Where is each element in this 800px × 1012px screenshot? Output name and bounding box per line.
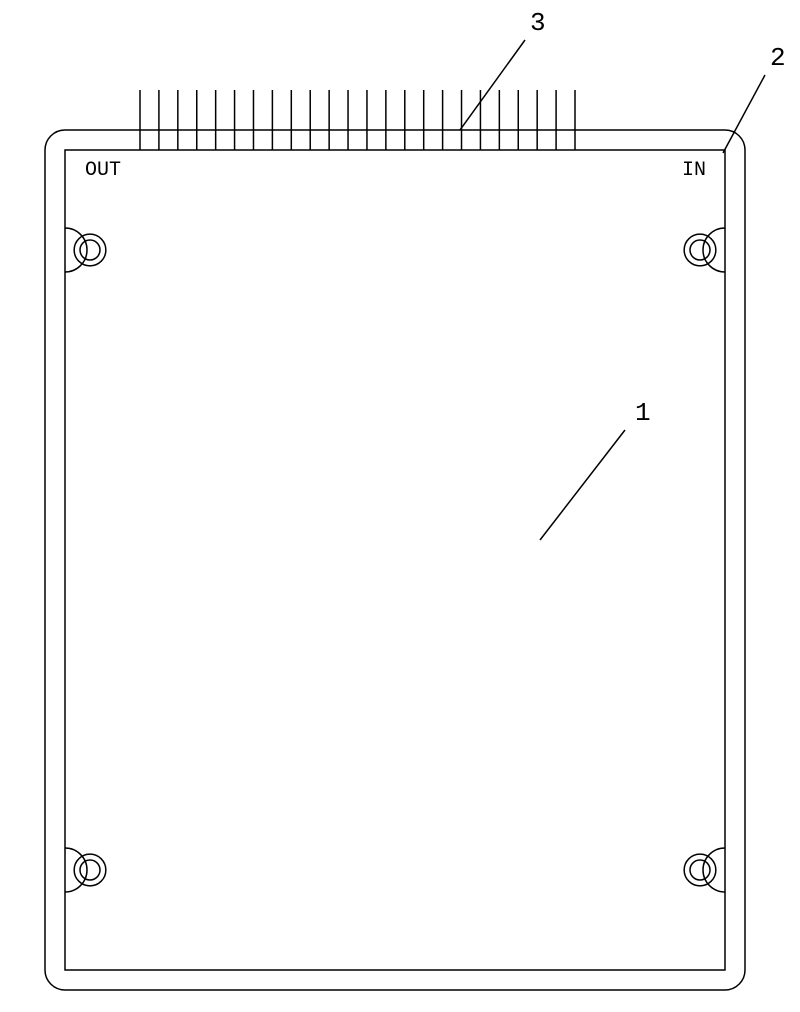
callout-label-1: 1: [635, 398, 651, 428]
mounting-ear: [703, 848, 725, 892]
technical-diagram: OUT IN 3 2 1: [0, 0, 800, 1012]
mounting-hole-inner: [80, 860, 100, 880]
mounting-hole-inner: [80, 240, 100, 260]
mounting-ear: [703, 228, 725, 272]
mounting-hole-outer: [684, 234, 716, 266]
mounting-ear: [65, 848, 87, 892]
callout-leader-2: [723, 75, 765, 153]
mounting-ear: [65, 228, 87, 272]
in-port-label: IN: [682, 159, 706, 182]
mounting-hole-outer: [74, 854, 106, 886]
callout-label-3: 3: [530, 8, 546, 38]
callout-leader-3: [460, 40, 525, 130]
callout-label-2: 2: [770, 43, 786, 73]
inner-panel: [65, 150, 725, 970]
callout-leader-1: [540, 430, 625, 540]
mounting-hole-inner: [690, 860, 710, 880]
mounting-hole-outer: [684, 854, 716, 886]
outer-case: [45, 130, 745, 990]
out-port-label: OUT: [85, 159, 121, 182]
mounting-hole-outer: [74, 234, 106, 266]
mounting-hole-inner: [690, 240, 710, 260]
